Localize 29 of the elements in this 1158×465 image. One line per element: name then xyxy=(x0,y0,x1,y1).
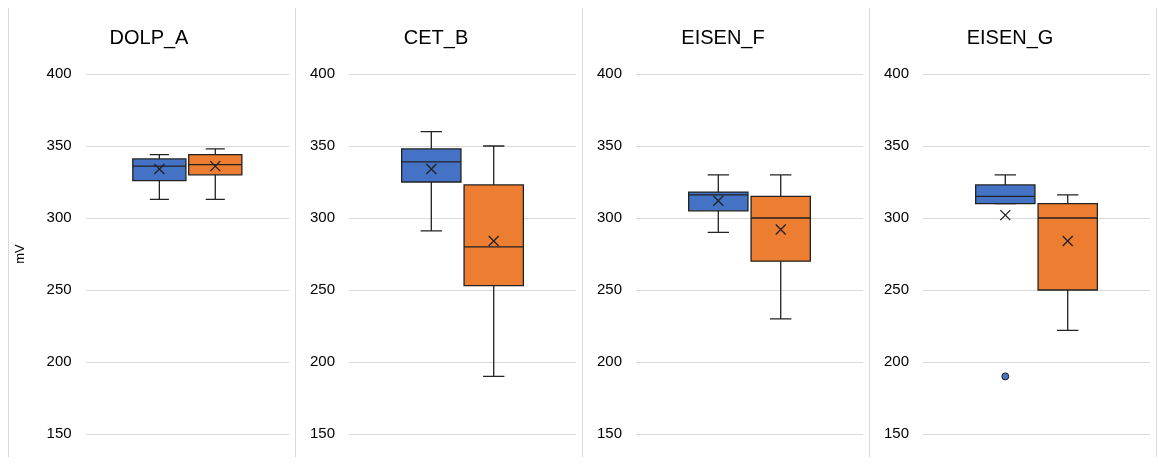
y-tick-label: 250 xyxy=(597,280,623,298)
y-tick-label: 250 xyxy=(884,280,910,298)
y-tick-label: 400 xyxy=(310,64,336,82)
y-tick-label: 150 xyxy=(597,424,623,442)
chart-title: CET_B xyxy=(403,25,469,49)
y-axis-title: mV xyxy=(12,243,28,264)
y-tick-label: 150 xyxy=(310,424,336,442)
y-tick-label: 250 xyxy=(46,280,72,298)
y-tick-label: 200 xyxy=(46,352,72,370)
y-tick-label: 350 xyxy=(310,136,336,154)
chart-title: EISEN_F xyxy=(681,25,765,49)
y-tick-label: 150 xyxy=(884,424,910,442)
y-tick-label: 400 xyxy=(46,64,72,82)
y-tick-label: 250 xyxy=(310,280,336,298)
y-tick-label: 200 xyxy=(597,352,623,370)
chart-title: DOLP_A xyxy=(109,25,190,49)
y-tick-label: 200 xyxy=(310,352,336,370)
y-tick-label: 300 xyxy=(884,208,910,226)
y-tick-label: 400 xyxy=(597,64,623,82)
y-tick-label: 350 xyxy=(884,136,910,154)
y-tick-label: 350 xyxy=(46,136,72,154)
y-tick-label: 300 xyxy=(46,208,72,226)
y-tick-label: 350 xyxy=(597,136,623,154)
y-tick-label: 150 xyxy=(46,424,72,442)
y-tick-label: 300 xyxy=(597,208,623,226)
chart-title: EISEN_G xyxy=(966,25,1054,49)
y-tick-label: 300 xyxy=(310,208,336,226)
y-tick-label: 400 xyxy=(884,64,910,82)
y-tick-label: 200 xyxy=(884,352,910,370)
